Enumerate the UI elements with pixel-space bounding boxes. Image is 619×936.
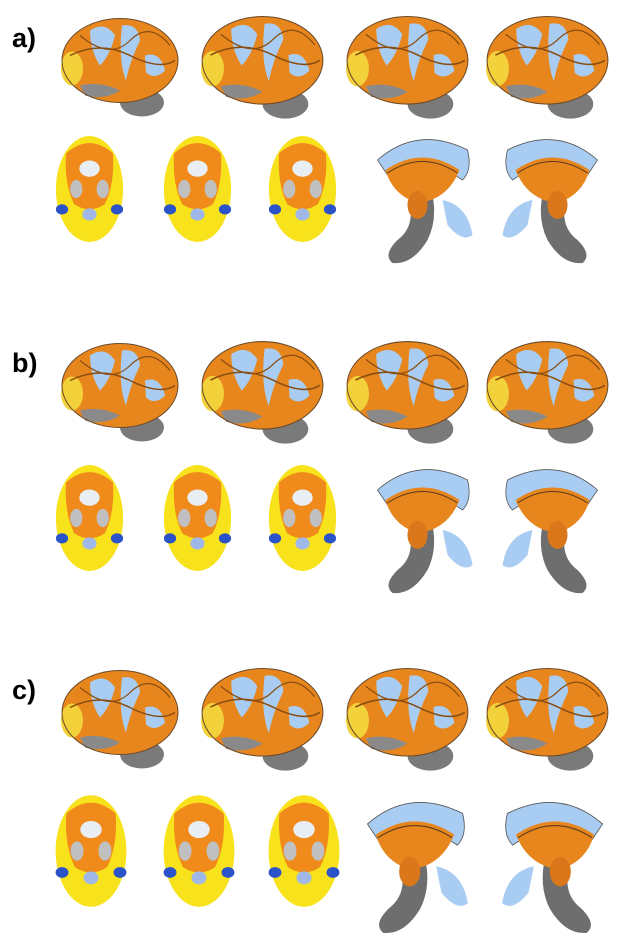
- sagittal-3d: [501, 801, 604, 934]
- axial-slice: [163, 795, 235, 907]
- axial-slice: [268, 465, 337, 571]
- panel-a: a): [12, 15, 609, 264]
- brain-surface: [200, 15, 324, 120]
- brain-surface: [60, 669, 179, 770]
- sagittal-3d: [366, 801, 469, 934]
- brain-surface: [345, 340, 469, 445]
- axial-slice: [163, 465, 232, 571]
- brain-surface: [200, 340, 324, 445]
- axial-slice: [268, 136, 337, 242]
- brain-surface: [60, 342, 179, 443]
- panel-label: c): [12, 675, 36, 705]
- panel-label: a): [12, 23, 36, 53]
- brain-surface: [200, 667, 324, 772]
- axial-slice: [55, 465, 124, 571]
- axial-slice: [55, 795, 127, 907]
- axial-slice: [55, 136, 124, 242]
- brain-surface: [60, 17, 179, 118]
- brain-surface: [485, 667, 609, 772]
- axial-slice: [163, 136, 232, 242]
- sagittal-3d: [501, 469, 599, 594]
- brain-surface: [485, 340, 609, 445]
- panel-label: b): [12, 348, 37, 378]
- sagittal-3d: [501, 139, 599, 264]
- brain-surface: [345, 15, 469, 120]
- sagittal-3d: [376, 139, 474, 264]
- sagittal-3d: [376, 469, 474, 594]
- panel-b: b): [12, 340, 609, 594]
- brain-surface: [345, 667, 469, 772]
- brain-surface: [485, 15, 609, 120]
- panel-c: c): [12, 667, 609, 934]
- axial-slice: [268, 795, 340, 907]
